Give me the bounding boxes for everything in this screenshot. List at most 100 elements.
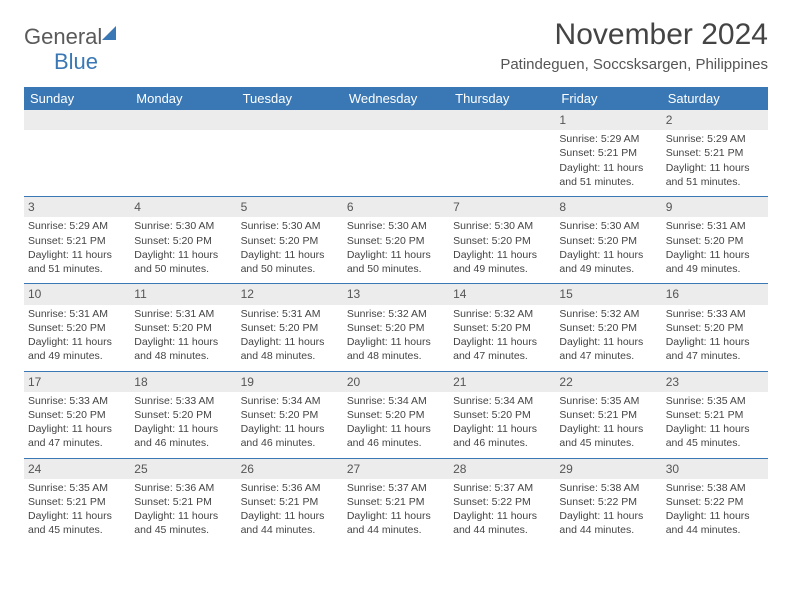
day-cell-body: Sunrise: 5:34 AMSunset: 5:20 PMDaylight:… bbox=[347, 394, 445, 452]
sunrise-text: Sunrise: 5:30 AM bbox=[241, 219, 339, 233]
calendar-day-cell: 25Sunrise: 5:36 AMSunset: 5:21 PMDayligh… bbox=[130, 458, 236, 545]
day-number: 14 bbox=[449, 284, 555, 304]
day-cell-body: Sunrise: 5:32 AMSunset: 5:20 PMDaylight:… bbox=[347, 307, 445, 365]
day-number: 4 bbox=[130, 197, 236, 217]
day-number: 21 bbox=[449, 372, 555, 392]
day-cell-body: Sunrise: 5:30 AMSunset: 5:20 PMDaylight:… bbox=[134, 219, 232, 277]
day-number: 9 bbox=[662, 197, 768, 217]
page-title: November 2024 bbox=[500, 18, 768, 52]
day-header: Monday bbox=[130, 87, 236, 110]
daylight-text: Daylight: 11 hours and 47 minutes. bbox=[28, 422, 126, 450]
day-number: 19 bbox=[237, 372, 343, 392]
calendar-day-cell: 13Sunrise: 5:32 AMSunset: 5:20 PMDayligh… bbox=[343, 284, 449, 371]
calendar-day-cell: 29Sunrise: 5:38 AMSunset: 5:22 PMDayligh… bbox=[555, 458, 661, 545]
calendar-day-cell: 14Sunrise: 5:32 AMSunset: 5:20 PMDayligh… bbox=[449, 284, 555, 371]
sunrise-text: Sunrise: 5:35 AM bbox=[666, 394, 764, 408]
day-number bbox=[343, 110, 449, 130]
title-block: November 2024 Patindeguen, Soccsksargen,… bbox=[500, 18, 768, 73]
day-number: 5 bbox=[237, 197, 343, 217]
day-number: 10 bbox=[24, 284, 130, 304]
brand-text-general: General bbox=[24, 24, 102, 50]
sunset-text: Sunset: 5:20 PM bbox=[134, 321, 232, 335]
daylight-text: Daylight: 11 hours and 48 minutes. bbox=[347, 335, 445, 363]
sunset-text: Sunset: 5:21 PM bbox=[666, 408, 764, 422]
sunset-text: Sunset: 5:20 PM bbox=[453, 408, 551, 422]
sunrise-text: Sunrise: 5:32 AM bbox=[347, 307, 445, 321]
day-cell-body: Sunrise: 5:35 AMSunset: 5:21 PMDaylight:… bbox=[28, 481, 126, 539]
day-cell-body: Sunrise: 5:38 AMSunset: 5:22 PMDaylight:… bbox=[559, 481, 657, 539]
day-number: 24 bbox=[24, 459, 130, 479]
calendar-page: General November 2024 Patindeguen, Soccs… bbox=[0, 0, 792, 557]
day-cell-body: Sunrise: 5:30 AMSunset: 5:20 PMDaylight:… bbox=[241, 219, 339, 277]
sunset-text: Sunset: 5:21 PM bbox=[666, 146, 764, 160]
calendar-header-row: SundayMondayTuesdayWednesdayThursdayFrid… bbox=[24, 87, 768, 110]
sunrise-text: Sunrise: 5:33 AM bbox=[134, 394, 232, 408]
sunrise-text: Sunrise: 5:29 AM bbox=[666, 132, 764, 146]
calendar-day-cell: 3Sunrise: 5:29 AMSunset: 5:21 PMDaylight… bbox=[24, 197, 130, 284]
calendar-day-cell: 1Sunrise: 5:29 AMSunset: 5:21 PMDaylight… bbox=[555, 110, 661, 197]
calendar-day-cell: 20Sunrise: 5:34 AMSunset: 5:20 PMDayligh… bbox=[343, 371, 449, 458]
calendar-day-cell: 23Sunrise: 5:35 AMSunset: 5:21 PMDayligh… bbox=[662, 371, 768, 458]
sunrise-text: Sunrise: 5:33 AM bbox=[28, 394, 126, 408]
day-number: 3 bbox=[24, 197, 130, 217]
day-cell-body bbox=[134, 132, 232, 190]
calendar-week-row: 1Sunrise: 5:29 AMSunset: 5:21 PMDaylight… bbox=[24, 110, 768, 197]
daylight-text: Daylight: 11 hours and 51 minutes. bbox=[28, 248, 126, 276]
daylight-text: Daylight: 11 hours and 49 minutes. bbox=[666, 248, 764, 276]
sunrise-text: Sunrise: 5:34 AM bbox=[453, 394, 551, 408]
day-header: Tuesday bbox=[237, 87, 343, 110]
sunset-text: Sunset: 5:21 PM bbox=[559, 146, 657, 160]
day-number: 30 bbox=[662, 459, 768, 479]
day-cell-body: Sunrise: 5:31 AMSunset: 5:20 PMDaylight:… bbox=[28, 307, 126, 365]
calendar-week-row: 17Sunrise: 5:33 AMSunset: 5:20 PMDayligh… bbox=[24, 371, 768, 458]
daylight-text: Daylight: 11 hours and 47 minutes. bbox=[559, 335, 657, 363]
sunrise-text: Sunrise: 5:31 AM bbox=[241, 307, 339, 321]
calendar-day-cell: 21Sunrise: 5:34 AMSunset: 5:20 PMDayligh… bbox=[449, 371, 555, 458]
sunset-text: Sunset: 5:21 PM bbox=[559, 408, 657, 422]
sunset-text: Sunset: 5:20 PM bbox=[559, 234, 657, 248]
day-cell-body: Sunrise: 5:30 AMSunset: 5:20 PMDaylight:… bbox=[347, 219, 445, 277]
calendar-day-cell bbox=[343, 110, 449, 197]
day-cell-body bbox=[453, 132, 551, 190]
day-header: Friday bbox=[555, 87, 661, 110]
daylight-text: Daylight: 11 hours and 50 minutes. bbox=[347, 248, 445, 276]
day-cell-body: Sunrise: 5:31 AMSunset: 5:20 PMDaylight:… bbox=[666, 219, 764, 277]
day-cell-body: Sunrise: 5:36 AMSunset: 5:21 PMDaylight:… bbox=[134, 481, 232, 539]
calendar-day-cell: 22Sunrise: 5:35 AMSunset: 5:21 PMDayligh… bbox=[555, 371, 661, 458]
calendar-day-cell bbox=[24, 110, 130, 197]
day-cell-body: Sunrise: 5:37 AMSunset: 5:21 PMDaylight:… bbox=[347, 481, 445, 539]
calendar-day-cell: 30Sunrise: 5:38 AMSunset: 5:22 PMDayligh… bbox=[662, 458, 768, 545]
day-cell-body: Sunrise: 5:29 AMSunset: 5:21 PMDaylight:… bbox=[28, 219, 126, 277]
sunset-text: Sunset: 5:20 PM bbox=[134, 234, 232, 248]
calendar-day-cell: 18Sunrise: 5:33 AMSunset: 5:20 PMDayligh… bbox=[130, 371, 236, 458]
sunrise-text: Sunrise: 5:36 AM bbox=[134, 481, 232, 495]
calendar-day-cell: 6Sunrise: 5:30 AMSunset: 5:20 PMDaylight… bbox=[343, 197, 449, 284]
day-cell-body: Sunrise: 5:34 AMSunset: 5:20 PMDaylight:… bbox=[453, 394, 551, 452]
page-subtitle: Patindeguen, Soccsksargen, Philippines bbox=[500, 56, 768, 73]
sunrise-text: Sunrise: 5:34 AM bbox=[241, 394, 339, 408]
calendar-day-cell: 24Sunrise: 5:35 AMSunset: 5:21 PMDayligh… bbox=[24, 458, 130, 545]
day-number: 29 bbox=[555, 459, 661, 479]
sunrise-text: Sunrise: 5:34 AM bbox=[347, 394, 445, 408]
day-cell-body: Sunrise: 5:33 AMSunset: 5:20 PMDaylight:… bbox=[28, 394, 126, 452]
sunset-text: Sunset: 5:21 PM bbox=[241, 495, 339, 509]
day-number: 2 bbox=[662, 110, 768, 130]
daylight-text: Daylight: 11 hours and 44 minutes. bbox=[241, 509, 339, 537]
sunrise-text: Sunrise: 5:35 AM bbox=[559, 394, 657, 408]
day-number: 25 bbox=[130, 459, 236, 479]
daylight-text: Daylight: 11 hours and 50 minutes. bbox=[241, 248, 339, 276]
day-cell-body bbox=[241, 132, 339, 190]
calendar-day-cell: 16Sunrise: 5:33 AMSunset: 5:20 PMDayligh… bbox=[662, 284, 768, 371]
daylight-text: Daylight: 11 hours and 44 minutes. bbox=[559, 509, 657, 537]
daylight-text: Daylight: 11 hours and 45 minutes. bbox=[559, 422, 657, 450]
daylight-text: Daylight: 11 hours and 49 minutes. bbox=[453, 248, 551, 276]
daylight-text: Daylight: 11 hours and 44 minutes. bbox=[347, 509, 445, 537]
day-cell-body: Sunrise: 5:33 AMSunset: 5:20 PMDaylight:… bbox=[666, 307, 764, 365]
daylight-text: Daylight: 11 hours and 46 minutes. bbox=[453, 422, 551, 450]
daylight-text: Daylight: 11 hours and 46 minutes. bbox=[347, 422, 445, 450]
sunset-text: Sunset: 5:21 PM bbox=[28, 495, 126, 509]
sunset-text: Sunset: 5:20 PM bbox=[559, 321, 657, 335]
sunrise-text: Sunrise: 5:30 AM bbox=[559, 219, 657, 233]
day-number bbox=[24, 110, 130, 130]
sunrise-text: Sunrise: 5:30 AM bbox=[347, 219, 445, 233]
